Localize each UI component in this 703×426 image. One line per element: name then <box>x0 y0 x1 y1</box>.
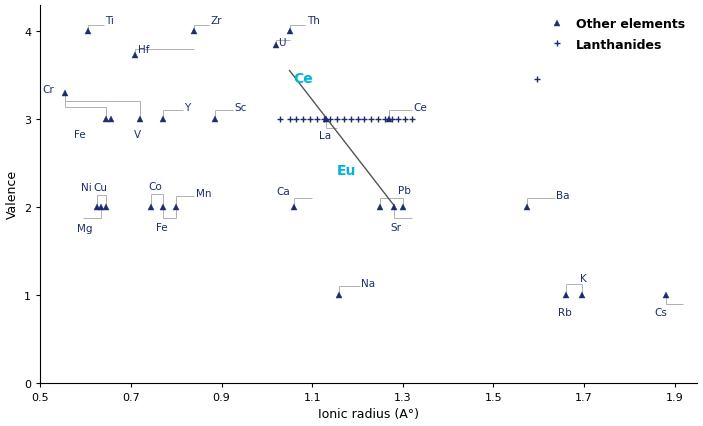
Text: V: V <box>134 130 141 140</box>
Text: U: U <box>278 37 285 48</box>
Text: Th: Th <box>307 16 320 26</box>
Text: Sc: Sc <box>234 103 247 112</box>
Text: Ce: Ce <box>293 72 313 85</box>
Text: La: La <box>319 131 331 141</box>
Text: Sr: Sr <box>390 222 401 232</box>
Text: Mg: Mg <box>77 223 93 233</box>
Text: Fe: Fe <box>75 130 86 140</box>
Text: Ca: Ca <box>276 187 290 197</box>
Text: Co: Co <box>148 181 162 192</box>
Text: Y: Y <box>184 103 191 112</box>
Text: Mn: Mn <box>195 189 211 199</box>
Text: Ba: Ba <box>556 190 569 200</box>
Text: Ti: Ti <box>105 16 114 26</box>
Text: Rb: Rb <box>558 308 572 317</box>
Text: Cu: Cu <box>93 182 108 193</box>
X-axis label: Ionic radius (A°): Ionic radius (A°) <box>318 408 420 420</box>
Text: Fe: Fe <box>156 222 167 232</box>
Text: Ce: Ce <box>413 103 427 112</box>
Text: Pb: Pb <box>399 186 411 196</box>
Y-axis label: Valence: Valence <box>6 170 18 219</box>
Text: K: K <box>579 273 586 283</box>
Text: Cs: Cs <box>654 308 667 317</box>
Text: Zr: Zr <box>210 16 221 26</box>
Text: Eu: Eu <box>337 164 356 178</box>
Legend: Other elements, Lanthanides: Other elements, Lanthanides <box>538 12 691 58</box>
Text: Ni: Ni <box>81 182 92 193</box>
Text: Na: Na <box>361 278 375 288</box>
Text: Hf: Hf <box>138 45 149 55</box>
Text: Cr: Cr <box>42 85 54 95</box>
